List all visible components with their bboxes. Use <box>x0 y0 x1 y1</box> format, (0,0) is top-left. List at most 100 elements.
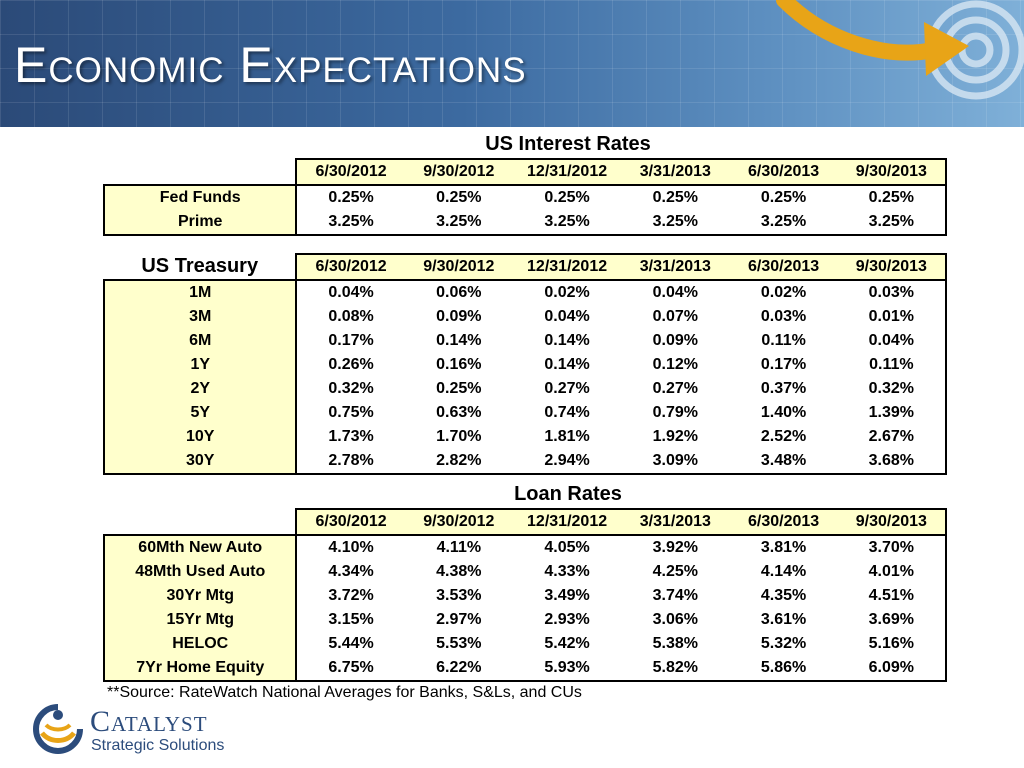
arrow-icon <box>776 0 969 76</box>
rate-cell: 3.69% <box>868 611 915 628</box>
rate-cell: 5.42% <box>544 635 590 652</box>
row-label: 3M <box>104 305 298 329</box>
rate-cell: 1.39% <box>868 404 915 421</box>
table-row: 30Y 2.78% 2.82% 2.94% 3.09% 3.48% 3.68% <box>104 449 946 474</box>
rate-cell: 0.32% <box>868 380 915 397</box>
date-header: 12/31/2012 <box>512 253 622 280</box>
rate-cell: 4.11% <box>436 539 482 556</box>
date-header: 12/31/2012 <box>512 158 622 185</box>
rate-cell: 4.35% <box>760 587 807 604</box>
date-header: 6/30/2012 <box>295 158 405 185</box>
rate-cell: 0.14% <box>436 332 482 349</box>
rate-cell: 0.25% <box>436 189 482 206</box>
rate-cell: 0.03% <box>760 308 807 325</box>
rate-cell: 0.07% <box>652 308 699 325</box>
rate-cell: 1.92% <box>652 428 699 445</box>
row-label: 1M <box>104 280 298 305</box>
rate-cell: 0.02% <box>760 284 807 301</box>
rate-cell: 0.06% <box>436 284 482 301</box>
rate-cell: 0.27% <box>544 380 590 397</box>
date-header: 9/30/2012 <box>404 253 513 280</box>
page-title: Economic Expectations <box>14 37 527 93</box>
rate-cell: 4.14% <box>760 563 807 580</box>
rate-cell: 2.82% <box>436 452 482 469</box>
date-header: 6/30/2012 <box>295 508 405 535</box>
table-row: Prime 3.25% 3.25% 3.25% 3.25% 3.25% 3.25… <box>104 210 946 235</box>
rate-cell: 3.15% <box>328 611 374 628</box>
rate-cell: 0.01% <box>868 308 915 325</box>
rate-cell: 4.38% <box>436 563 482 580</box>
rate-cell: 0.27% <box>652 380 699 397</box>
date-header: 9/30/2013 <box>837 158 948 185</box>
date-header: 3/31/2013 <box>621 253 730 280</box>
rate-cell: 0.37% <box>760 380 807 397</box>
rate-cell: 0.25% <box>328 189 374 206</box>
date-header-row: US Treasury 6/30/2012 9/30/2012 12/31/20… <box>104 253 948 280</box>
rate-cell: 1.81% <box>544 428 590 445</box>
table-row: Fed Funds 0.25% 0.25% 0.25% 0.25% 0.25% … <box>104 185 946 210</box>
treasury-title: US Treasury <box>141 255 259 277</box>
table-row: HELOC 5.44% 5.53% 5.42% 5.38% 5.32% 5.16… <box>104 632 946 656</box>
date-header: 6/30/2013 <box>729 508 838 535</box>
rate-cell: 2.67% <box>868 428 915 445</box>
rate-cell: 4.05% <box>544 539 590 556</box>
rate-cell: 0.04% <box>652 284 699 301</box>
rate-cell: 0.11% <box>869 356 914 373</box>
rate-cell: 0.26% <box>328 356 374 373</box>
row-label: 48Mth Used Auto <box>104 560 298 584</box>
rate-cell: 0.63% <box>436 404 482 421</box>
rate-cell: 4.25% <box>652 563 699 580</box>
date-header: 9/30/2012 <box>404 158 513 185</box>
row-label: Prime <box>104 210 298 235</box>
rate-cell: 6.09% <box>868 659 915 676</box>
table-row: 6M 0.17% 0.14% 0.14% 0.09% 0.11% 0.04% <box>104 329 946 353</box>
row-label: 10Y <box>104 425 298 449</box>
logo-name: Catalyst <box>90 705 208 738</box>
date-header: 6/30/2012 <box>295 253 405 280</box>
rate-cell: 2.52% <box>760 428 807 445</box>
rate-cell: 4.51% <box>868 587 915 604</box>
rate-cell: 6.75% <box>328 659 374 676</box>
interest-rates-title: US Interest Rates <box>485 133 651 155</box>
table-row: 60Mth New Auto 4.10% 4.11% 4.05% 3.92% 3… <box>104 535 946 560</box>
rate-cell: 3.61% <box>760 611 807 628</box>
table-row: 5Y 0.75% 0.63% 0.74% 0.79% 1.40% 1.39% <box>104 401 946 425</box>
row-label: Fed Funds <box>104 185 298 210</box>
table-row: 7Yr Home Equity 6.75% 6.22% 5.93% 5.82% … <box>104 656 946 681</box>
rate-cell: 0.14% <box>544 332 590 349</box>
rate-cell: 0.74% <box>544 404 590 421</box>
rate-cell: 3.74% <box>652 587 699 604</box>
rate-cell: 3.68% <box>868 452 915 469</box>
rate-cell: 1.70% <box>436 428 482 445</box>
interest-rates-table: 6/30/2012 9/30/2012 12/31/2012 3/31/2013… <box>103 158 948 236</box>
rate-cell: 5.82% <box>652 659 699 676</box>
rate-cell: 0.25% <box>760 189 807 206</box>
rate-cell: 3.48% <box>760 452 807 469</box>
row-label: 6M <box>104 329 298 353</box>
date-header: 9/30/2013 <box>837 508 948 535</box>
rate-cell: 5.93% <box>544 659 590 676</box>
rate-cell: 5.16% <box>868 635 915 652</box>
rate-cell: 5.44% <box>328 635 374 652</box>
source-note: **Source: RateWatch National Averages fo… <box>107 684 582 701</box>
date-header: 9/30/2013 <box>837 253 948 280</box>
rate-cell: 0.09% <box>436 308 482 325</box>
rate-cell: 3.25% <box>760 213 807 230</box>
rate-cell: 2.78% <box>328 452 374 469</box>
row-label: 60Mth New Auto <box>104 535 298 560</box>
rate-cell: 3.49% <box>544 587 590 604</box>
row-label: 5Y <box>104 401 298 425</box>
date-header-row: 6/30/2012 9/30/2012 12/31/2012 3/31/2013… <box>104 158 948 185</box>
rate-cell: 2.97% <box>436 611 482 628</box>
catalyst-logo-icon <box>33 704 83 754</box>
date-header: 3/31/2013 <box>621 158 730 185</box>
treasury-table: US Treasury 6/30/2012 9/30/2012 12/31/20… <box>103 253 948 475</box>
rate-cell: 5.86% <box>760 659 807 676</box>
table-row: 1M 0.04% 0.06% 0.02% 0.04% 0.02% 0.03% <box>104 280 946 305</box>
rate-cell: 0.04% <box>544 308 590 325</box>
loan-rates-title: Loan Rates <box>514 483 622 505</box>
target-arrow-graphic <box>776 0 1024 100</box>
row-label: 15Yr Mtg <box>104 608 298 632</box>
date-header: 6/30/2013 <box>729 158 838 185</box>
rate-cell: 0.04% <box>868 332 915 349</box>
